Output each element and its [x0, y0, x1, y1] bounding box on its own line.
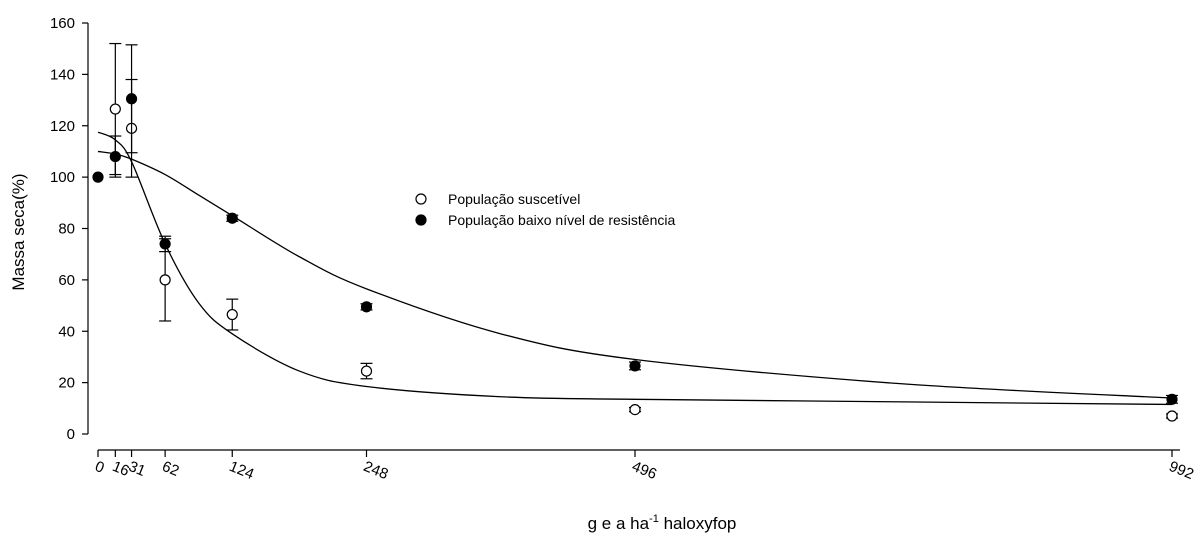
- data-point-resistant: [92, 171, 104, 183]
- y-tick-label: 0: [67, 426, 75, 443]
- y-tick-label: 140: [50, 66, 75, 83]
- data-point-resistant: [125, 93, 138, 105]
- x-tick-label: 31: [126, 458, 148, 480]
- x-tick-label: 496: [630, 458, 660, 483]
- x-tick-label: 0: [93, 458, 107, 477]
- legend-label-1: População suscetível: [448, 191, 580, 207]
- y-tick-label: 120: [50, 118, 75, 135]
- data-point-susceptible: [159, 274, 171, 286]
- data-point-susceptible: [360, 365, 373, 377]
- x-tick-label: 992: [1167, 458, 1197, 483]
- data-point-resistant: [109, 150, 121, 163]
- y-tick-label: 40: [58, 323, 75, 340]
- fit-curve-series-1: [97, 131, 1173, 406]
- y-tick-label: 160: [50, 15, 75, 32]
- data-point-resistant: [226, 212, 238, 224]
- x-tick-label: 124: [227, 458, 257, 483]
- data-point-susceptible: [226, 308, 238, 321]
- x-axis-title: g e a ha-1 haloxyfop: [588, 513, 737, 533]
- y-tick-label: 80: [58, 221, 75, 238]
- data-point-resistant: [159, 238, 171, 250]
- y-tick-label: 60: [58, 272, 75, 289]
- x-axis-title-main: g e a ha: [588, 514, 650, 533]
- fit-curves: [97, 131, 1173, 406]
- x-tick-label: 16: [110, 458, 132, 480]
- data-point-resistant: [1166, 393, 1178, 405]
- x-tick-label: 248: [361, 458, 391, 483]
- data-point-susceptible: [1166, 410, 1178, 422]
- data-point-resistant: [360, 301, 373, 313]
- x-axis-title-superscript: -1: [649, 513, 659, 525]
- legend-label-2: População baixo nível de resistência: [448, 212, 675, 228]
- data-point-resistant: [629, 360, 641, 372]
- y-tick-label: 20: [58, 375, 75, 392]
- legend-marker-1: [415, 193, 427, 205]
- data-points: [92, 42, 1178, 422]
- x-tick-label: 62: [160, 458, 182, 480]
- fit-curve-series-2: [97, 150, 1173, 399]
- y-axis-title: Massa seca(%): [9, 173, 28, 290]
- data-point-susceptible: [109, 103, 121, 115]
- legend: População suscetível População baixo níve…: [415, 191, 675, 228]
- y-tick-label: 100: [50, 169, 75, 186]
- x-axis-title-tail: haloxyfop: [659, 514, 737, 533]
- legend-marker-2: [415, 214, 427, 226]
- data-point-susceptible: [629, 403, 641, 416]
